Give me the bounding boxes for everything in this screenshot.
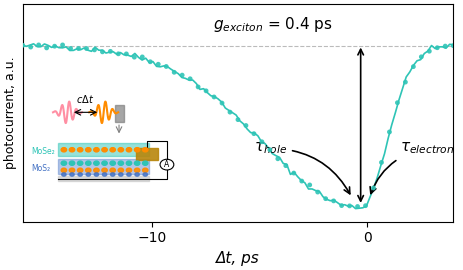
- Point: [91, 48, 98, 52]
- Point: [178, 73, 186, 77]
- Point: [67, 46, 74, 51]
- Point: [147, 60, 154, 64]
- Text: $\tau_{hole}$: $\tau_{hole}$: [254, 141, 350, 194]
- Point: [106, 49, 114, 53]
- Point: [219, 101, 226, 105]
- Point: [338, 203, 345, 208]
- Point: [354, 204, 361, 209]
- Point: [306, 183, 313, 187]
- Point: [210, 95, 218, 99]
- Y-axis label: photocurrent, a.u.: photocurrent, a.u.: [4, 56, 17, 169]
- Point: [394, 100, 401, 105]
- Point: [378, 160, 385, 165]
- Point: [187, 77, 194, 81]
- Point: [258, 140, 266, 144]
- Point: [27, 45, 34, 49]
- Point: [234, 117, 242, 122]
- Point: [322, 197, 329, 201]
- Point: [450, 43, 457, 48]
- Point: [35, 43, 43, 47]
- Point: [138, 55, 146, 59]
- Point: [115, 52, 122, 56]
- Point: [418, 55, 425, 59]
- Point: [442, 44, 449, 48]
- Point: [290, 171, 298, 175]
- Point: [170, 70, 178, 75]
- Point: [43, 46, 50, 50]
- Point: [433, 46, 441, 50]
- Point: [155, 62, 162, 66]
- Text: $\tau_{electron}$: $\tau_{electron}$: [370, 141, 455, 194]
- Point: [362, 204, 369, 208]
- Point: [226, 110, 234, 114]
- Point: [386, 130, 393, 134]
- Point: [274, 157, 282, 161]
- Point: [402, 80, 409, 84]
- Point: [250, 131, 257, 136]
- Point: [282, 164, 289, 168]
- Point: [314, 190, 321, 194]
- Text: $g_{exciton}$ = 0.4 ps: $g_{exciton}$ = 0.4 ps: [213, 15, 332, 34]
- Point: [51, 44, 58, 48]
- Point: [131, 55, 138, 59]
- Point: [330, 199, 338, 203]
- Point: [410, 65, 417, 69]
- Point: [75, 46, 82, 51]
- Point: [194, 85, 202, 89]
- Point: [266, 148, 274, 152]
- Point: [99, 50, 106, 54]
- X-axis label: Δt, ps: Δt, ps: [216, 251, 260, 266]
- Point: [19, 43, 26, 48]
- Point: [346, 204, 353, 208]
- Point: [202, 89, 210, 93]
- Point: [123, 52, 130, 56]
- Point: [242, 123, 250, 128]
- Point: [298, 179, 306, 183]
- Point: [59, 43, 66, 47]
- Point: [163, 64, 170, 69]
- Point: [370, 186, 377, 190]
- Point: [83, 46, 90, 51]
- Point: [425, 49, 433, 53]
